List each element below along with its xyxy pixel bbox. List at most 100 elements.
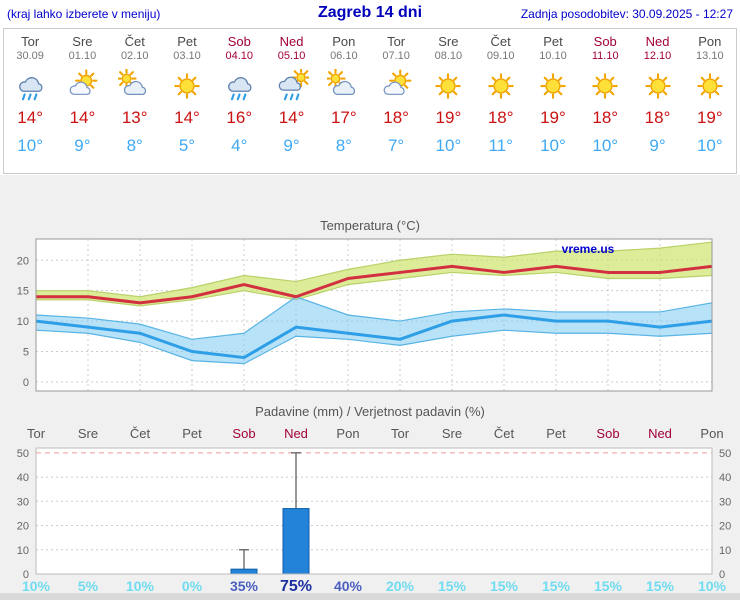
plot-border bbox=[35, 238, 713, 392]
axis-day-label: Pet bbox=[546, 426, 566, 441]
day-name: Ned bbox=[279, 34, 304, 49]
precip-probability: 10% bbox=[698, 578, 727, 594]
day-date: 09.10 bbox=[486, 50, 515, 62]
forecast-strip: Tor 30.09 14° 10° Sre 01.10 14° 9° Čet 02.10 13° 8°… bbox=[3, 28, 737, 174]
axis-day-label: Tor bbox=[391, 426, 410, 441]
forecast-day: Sre 08.10 19° 10° bbox=[422, 29, 474, 173]
chart-label: 20 bbox=[17, 521, 29, 533]
chart-label: 0 bbox=[719, 569, 725, 581]
axis-day-label: Sre bbox=[442, 426, 462, 441]
day-name: Tor bbox=[21, 34, 40, 49]
chart-label: 40 bbox=[17, 472, 29, 484]
page-title: Zagreb 14 dni bbox=[317, 4, 423, 21]
forecast-day: Sob 11.10 18° 10° bbox=[579, 29, 631, 173]
forecast-day: Pet 03.10 14° 5° bbox=[161, 29, 213, 173]
precip-probability: 10% bbox=[22, 578, 51, 594]
day-name: Sre bbox=[72, 34, 93, 49]
band-edge bbox=[36, 271, 713, 307]
temp-max: 14° bbox=[17, 108, 43, 127]
temp-max: 19° bbox=[696, 108, 723, 127]
forecast-day: Ned 12.10 18° 9° bbox=[631, 29, 683, 173]
chart-label: 30 bbox=[17, 496, 29, 508]
weather-icon-rain-sun bbox=[278, 69, 309, 101]
weather-icon-sun bbox=[644, 73, 671, 99]
band-edge bbox=[35, 296, 713, 340]
axis-day-label: Tor bbox=[27, 426, 46, 441]
day-date: 05.10 bbox=[277, 50, 306, 62]
weather-icon-sun bbox=[487, 73, 514, 99]
precipitation-chart: Tor Sre Čet Pet Sob Ned Pon Tor Sre Čet Pet Sob Ned P… bbox=[17, 426, 732, 595]
weather-icon-sun bbox=[540, 73, 566, 99]
forecast-day: Sre 01.10 14° 9° bbox=[56, 29, 108, 173]
watermark: vreme.us bbox=[562, 242, 615, 256]
day-date: 30.09 bbox=[16, 50, 44, 62]
weather-icon-cloud-sun bbox=[326, 69, 355, 96]
menu-hint: (kraj lahko izberete v meniju) bbox=[7, 7, 161, 21]
weather-icon-sun bbox=[435, 73, 462, 99]
day-date: 03.10 bbox=[173, 50, 201, 62]
precipitation-chart-title: Padavine (mm) / Verjetnost padavin (%) bbox=[255, 404, 485, 419]
precip-probability: 15% bbox=[594, 578, 623, 594]
precip-probability: 35% bbox=[230, 578, 259, 594]
temp-min: 10° bbox=[435, 136, 462, 155]
temp-max: 19° bbox=[540, 108, 566, 127]
weather-icon-sun bbox=[174, 73, 200, 99]
plot-area bbox=[36, 448, 712, 574]
day-date: 06.10 bbox=[330, 50, 358, 62]
temp-min: 9° bbox=[74, 136, 91, 155]
forecast-day: Pon 13.10 19° 10° bbox=[684, 29, 736, 173]
temp-min: 10° bbox=[696, 136, 723, 155]
footer-bar bbox=[0, 593, 740, 600]
temp-max: 14° bbox=[69, 108, 96, 127]
axis-day-label: Čet bbox=[130, 426, 151, 441]
precip-probability: 10% bbox=[126, 578, 155, 594]
day-date: 08.10 bbox=[434, 50, 463, 62]
day-name: Sob bbox=[593, 34, 617, 49]
temp-min: 11° bbox=[488, 136, 513, 155]
day-name: Pon bbox=[332, 34, 356, 49]
day-date: 01.10 bbox=[68, 50, 97, 62]
chart-label: 50 bbox=[17, 448, 29, 460]
precip-probability: 5% bbox=[78, 578, 99, 594]
precip-probability: 15% bbox=[542, 578, 571, 594]
day-name: Čet bbox=[124, 34, 145, 49]
precip-probability: 75% bbox=[280, 578, 312, 595]
plot-border bbox=[35, 447, 713, 575]
forecast-day: Čet 09.10 18° 11° bbox=[475, 29, 527, 173]
axis-day-label: Čet bbox=[494, 426, 515, 441]
temp-max: 17° bbox=[330, 108, 357, 127]
chart-label: 20 bbox=[719, 521, 731, 533]
temp-min: 10° bbox=[540, 136, 566, 155]
day-name: Tor bbox=[387, 34, 406, 49]
day-date: 04.10 bbox=[225, 50, 254, 62]
chart-label: 10 bbox=[17, 316, 29, 328]
band-min-range bbox=[36, 296, 712, 364]
day-date: 13.10 bbox=[696, 50, 724, 62]
forecast-day: Pon 06.10 17° 8° bbox=[318, 29, 370, 173]
axis-day-label: Sob bbox=[596, 426, 619, 441]
temp-max: 16° bbox=[226, 108, 253, 127]
day-name: Sob bbox=[227, 34, 251, 49]
chart-label: 15 bbox=[17, 286, 29, 298]
precip-bar bbox=[230, 568, 258, 575]
last-update: Zadnja posodobitev: 30.09.2025 - 12:27 bbox=[520, 7, 733, 21]
chart-label: 5 bbox=[23, 346, 29, 358]
temp-min: 8° bbox=[335, 136, 352, 155]
precip-probability: 15% bbox=[490, 578, 519, 594]
temp-min: 4° bbox=[231, 136, 248, 155]
forecast-day: Čet 02.10 13° 8° bbox=[109, 29, 161, 173]
temp-max: 19° bbox=[435, 108, 462, 127]
day-name: Čet bbox=[490, 34, 511, 49]
day-date: 07.10 bbox=[382, 50, 410, 62]
day-name: Pon bbox=[698, 34, 722, 49]
temp-max: 14° bbox=[174, 108, 200, 127]
forecast-day: Sob 04.10 16° 4° bbox=[213, 29, 265, 173]
weather-icon-rain bbox=[228, 77, 252, 101]
weather-icon-sun bbox=[592, 73, 618, 99]
forecast-day: Pet 10.10 19° 10° bbox=[527, 29, 579, 173]
forecast-day: Tor 07.10 18° 7° bbox=[370, 29, 422, 173]
weather-icon-rain bbox=[19, 77, 43, 101]
charts-section: Temperatura (°C) 0 5 10 15 20 vreme.us Padavi… bbox=[0, 175, 740, 600]
day-name: Ned bbox=[645, 34, 670, 49]
temperature-chart-title: Temperatura (°C) bbox=[320, 218, 420, 233]
